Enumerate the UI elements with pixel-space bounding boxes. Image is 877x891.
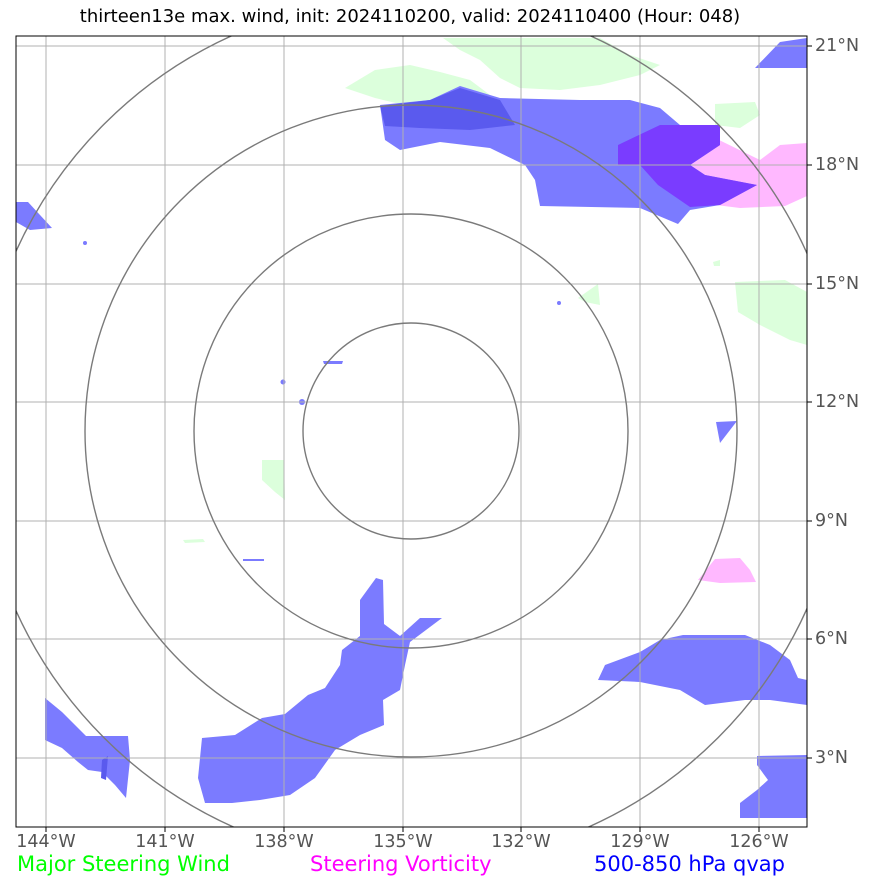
lon-label-138w: 138°W [254,832,314,852]
lat-label-18n: 18°N [815,155,860,175]
lat-label-12n: 12°N [815,392,860,412]
lon-label-135w: 135°W [373,832,433,852]
lon-label-144w: 144°W [16,832,76,852]
lon-label-129w: 129°W [610,832,670,852]
vorticity-core [618,125,757,207]
lat-label-3n: 3°N [815,748,848,768]
lat-label-9n: 9°N [815,511,848,531]
legend-steering-wind: Major Steering Wind [17,852,230,876]
legend-steering-vorticity: Steering Vorticity [310,852,492,876]
lat-label-21n: 21°N [815,36,860,56]
legend-qvap: 500-850 hPa qvap [594,852,785,876]
lat-label-6n: 6°N [815,629,848,649]
range-rings [16,36,807,827]
map-frame [15,35,808,828]
lat-label-15n: 15°N [815,274,860,294]
map-title: thirteen13e max. wind, init: 2024110200,… [79,6,741,27]
lon-label-141w: 141°W [135,832,195,852]
lat-lon-grid [16,36,807,827]
qvap-cores [101,88,515,780]
lon-label-132w: 132°W [491,832,551,852]
axis-ticks [45,45,812,832]
lon-label-126w: 126°W [729,832,789,852]
